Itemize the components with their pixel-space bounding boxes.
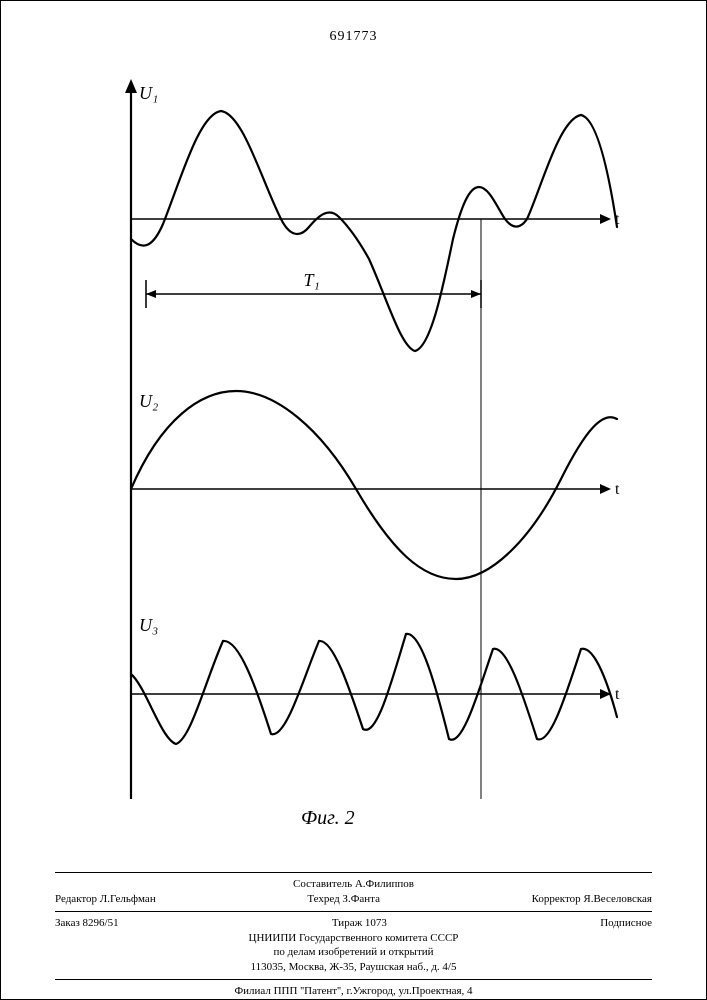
- address-line: 113035, Москва, Ж-35, Раушская наб., д. …: [55, 960, 652, 975]
- footer-block: Составитель А.Филиппов Редактор Л.Гельфм…: [55, 868, 652, 999]
- compiler-line: Составитель А.Филиппов: [55, 877, 652, 892]
- svg-text:U₃: U₃: [139, 615, 158, 635]
- order-number: Заказ 8296/51: [55, 916, 119, 931]
- editor-label: Редактор Л.Гельфман: [55, 892, 156, 907]
- figure-container: tU₁tU₂tU₃T₁: [91, 79, 621, 801]
- org-line-1: ЦНИИПИ Государственного комитета СССР: [55, 931, 652, 946]
- corrector-label: Корректор Я.Веселовская: [532, 892, 652, 907]
- page-frame: 691773 tU₁tU₂tU₃T₁ Фиг. 2 Составитель А.…: [0, 0, 707, 1000]
- svg-text:T₁: T₁: [304, 270, 320, 290]
- figure-label: Фиг. 2: [301, 807, 355, 830]
- svg-text:t: t: [615, 481, 620, 498]
- waveform-diagram: tU₁tU₂tU₃T₁: [91, 79, 621, 801]
- branch-line: Филиал ППП ''Патент'', г.Ужгород, ул.Про…: [55, 984, 652, 999]
- tech-editor-label: Техред З.Фанта: [307, 892, 380, 907]
- svg-text:U₁: U₁: [139, 83, 158, 103]
- tirage: Тираж 1073: [332, 917, 387, 929]
- org-line-2: по делам изобретений и открытий: [55, 945, 652, 960]
- subscription: Подписное: [600, 916, 652, 931]
- svg-text:U₂: U₂: [139, 391, 158, 411]
- document-number: 691773: [330, 29, 378, 45]
- svg-text:t: t: [615, 686, 620, 703]
